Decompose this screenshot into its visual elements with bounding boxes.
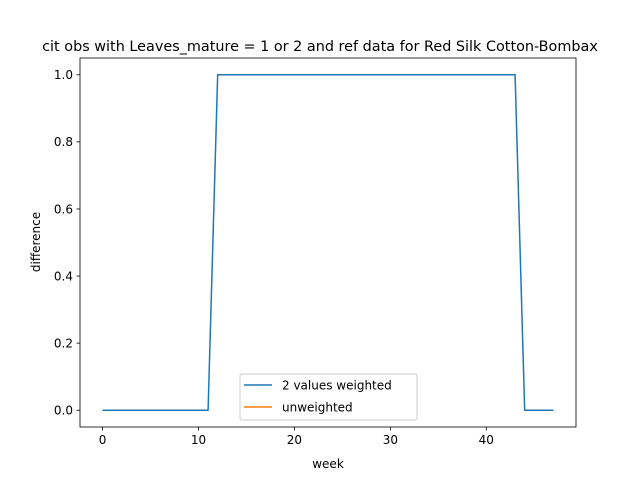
x-tick-label: 10 xyxy=(191,433,206,447)
y-tick-label: 1.0 xyxy=(54,68,73,82)
plot-lines xyxy=(102,74,554,411)
y-tick-label: 0.8 xyxy=(54,135,73,149)
y-axis-label: difference xyxy=(29,212,43,272)
axis-ticks: 0 10 20 30 40 0.0 0.2 0.4 0.6 0.8 1.0 xyxy=(54,68,494,447)
plot-frame xyxy=(79,57,577,428)
x-axis-label: week xyxy=(312,457,344,471)
x-tick-label: 20 xyxy=(287,433,302,447)
series-line xyxy=(102,74,554,411)
legend-box xyxy=(239,373,418,421)
chart-title: cit obs with Leaves_mature = 1 or 2 and … xyxy=(42,39,598,55)
y-tick-label: 0.4 xyxy=(54,269,73,283)
x-tick-label: 0 xyxy=(99,433,107,447)
legend-label: unweighted xyxy=(282,400,353,414)
y-tick-label: 0.6 xyxy=(54,202,73,216)
x-tick-label: 30 xyxy=(383,433,398,447)
y-tick-label: 0.2 xyxy=(54,336,73,350)
x-tick-label: 40 xyxy=(479,433,494,447)
y-tick-label: 0.0 xyxy=(54,404,73,418)
legend-label: 2 values weighted xyxy=(282,378,392,392)
legend: 2 values weighted unweighted xyxy=(239,373,418,421)
